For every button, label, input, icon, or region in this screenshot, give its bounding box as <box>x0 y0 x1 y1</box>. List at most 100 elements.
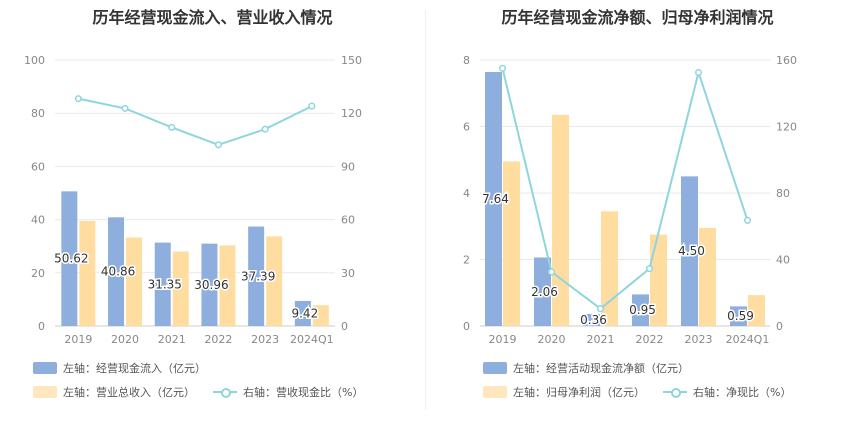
x-tick-label: 2022 <box>636 333 664 346</box>
legend-label: 左轴：经营活动现金流净额（亿元） <box>513 362 689 375</box>
ratio-point <box>498 64 507 72</box>
ratio-point <box>645 265 654 273</box>
ratio-point <box>121 104 129 112</box>
ratio-point <box>214 141 222 149</box>
ratio-point <box>743 216 752 224</box>
ratio-line <box>501 68 749 310</box>
right-tick-label: 160 <box>776 54 797 67</box>
legend-row-2: 左轴：归母净利润（亿元） 右轴：净现比（%） <box>483 384 809 400</box>
legend-label: 左轴：营业总收入（亿元） <box>63 386 195 399</box>
bar-data-label: 37.39 <box>241 269 275 283</box>
legend-row-2: 左轴：营业总收入（亿元） 右轴：营收现金比（%） <box>33 384 381 400</box>
legend-item-cash-ratio[interactable]: 右轴：营收现金比（%） <box>213 384 363 400</box>
bar-primary <box>534 257 551 326</box>
chart-panel-net-cash: 历年经营现金流净额、归母净利润情况 0 2 4 6 8 0 40 80 120 160 7.64 2.… <box>425 0 850 437</box>
legend-item-cash-inflow[interactable]: 左轴：经营现金流入（亿元） <box>33 360 206 376</box>
chart-title: 历年经营现金流入、营业收入情况 <box>92 8 333 27</box>
bar-secondary <box>219 245 236 326</box>
bar-data-label: 4.50 <box>678 244 705 258</box>
bar-primary <box>583 314 600 326</box>
legend-label: 左轴：归母净利润（亿元） <box>513 386 645 399</box>
bar-primary <box>248 226 265 326</box>
bar-primary <box>154 242 171 326</box>
bar-data-label: 0.59 <box>727 309 754 323</box>
legend-swatch <box>33 386 57 398</box>
x-tick-label: 2020 <box>111 333 139 346</box>
legend-swatch <box>33 362 57 374</box>
bar-secondary <box>699 227 716 326</box>
x-tick-label: 2024Q1 <box>290 333 334 346</box>
x-tick-label: 2019 <box>64 333 92 346</box>
net-cash-chart: 02468040801201607.642.060.360.954.500.59… <box>463 54 797 346</box>
bar-data-label: 40.86 <box>101 265 135 279</box>
bar-data-label: 9.42 <box>291 306 318 320</box>
ratio-point <box>694 68 703 77</box>
bar-secondary <box>650 234 667 326</box>
x-tick-label: 2024Q1 <box>726 333 770 346</box>
bar-data-label: 50.62 <box>54 252 88 266</box>
x-tick-label: 2021 <box>158 333 186 346</box>
x-tick-label: 2021 <box>587 333 615 346</box>
bar-data-label: 30.96 <box>194 278 228 292</box>
cash-inflow-chart: 0 20 40 60 80 100 0 30 60 90 120 150 50.62 40.86 31.35… <box>24 54 362 346</box>
x-tick-label: 2023 <box>251 333 279 346</box>
bar-primary <box>201 243 218 326</box>
legend-label: 右轴：营收现金比（%） <box>243 386 364 399</box>
right-tick-label: 30 <box>341 267 355 280</box>
x-tick-label: 2023 <box>685 333 713 346</box>
legend-item-net-cash[interactable]: 左轴：经营活动现金流净额（亿元） <box>483 360 689 376</box>
bar-data-label: 2.06 <box>531 285 558 299</box>
bar-secondary <box>312 305 329 326</box>
left-tick-label: 40 <box>31 214 45 227</box>
x-tick-label: 2022 <box>204 333 232 346</box>
left-tick-label: 100 <box>24 54 45 67</box>
legend-item-revenue[interactable]: 左轴：营业总收入（亿元） <box>33 384 195 400</box>
legend-item-net-cash-ratio[interactable]: 右轴：净现比（%） <box>663 384 791 400</box>
legend-line-icon <box>213 386 237 398</box>
legend-label: 左轴：经营现金流入（亿元） <box>63 362 206 375</box>
right-tick-label: 120 <box>341 107 362 120</box>
ratio-point <box>547 268 556 276</box>
right-tick-label: 120 <box>776 121 797 134</box>
legend-row-1: 左轴：经营现金流入（亿元） <box>33 360 224 376</box>
left-tick-label: 60 <box>31 160 45 173</box>
ratio-point <box>596 305 605 313</box>
left-tick-label: 4 <box>463 187 470 200</box>
ratio-point <box>261 125 269 133</box>
right-tick-label: 90 <box>341 160 355 173</box>
legend-row-1: 左轴：经营活动现金流净额（亿元） <box>483 360 707 376</box>
x-tick-label: 2020 <box>538 333 566 346</box>
right-tick-label: 0 <box>776 320 783 333</box>
bar-data-label: 31.35 <box>148 277 182 291</box>
legend-item-net-profit[interactable]: 左轴：归母净利润（亿元） <box>483 384 645 400</box>
bar-primary <box>294 300 311 326</box>
x-tick-label: 2019 <box>489 333 517 346</box>
left-tick-label: 6 <box>463 121 470 134</box>
legend-label: 右轴：净现比（%） <box>693 386 792 399</box>
legend-swatch <box>483 386 507 398</box>
right-tick-label: 0 <box>341 320 348 333</box>
panel-divider <box>425 10 426 410</box>
bar-secondary <box>552 114 569 326</box>
left-tick-label: 80 <box>31 107 45 120</box>
left-tick-label: 20 <box>31 267 45 280</box>
bar-primary <box>485 71 502 326</box>
ratio-point <box>74 95 82 103</box>
chart-title: 历年经营现金流净额、归母净利润情况 <box>501 8 774 27</box>
bar-secondary <box>79 220 96 326</box>
bar-secondary <box>126 237 143 326</box>
chart-panel-cash-inflow: 历年经营现金流入、营业收入情况 0 20 40 60 80 100 0 30 60 90 120 15… <box>24 8 381 400</box>
bar-primary <box>632 294 649 326</box>
legend-line-icon <box>663 386 687 398</box>
legend-swatch <box>483 362 507 374</box>
ratio-point <box>168 123 176 131</box>
bar-primary <box>61 191 78 326</box>
bar-secondary <box>503 161 520 326</box>
bar-data-label: 0.95 <box>629 303 656 317</box>
bar-primary <box>730 306 747 326</box>
bar-secondary <box>172 251 189 326</box>
bar-primary <box>681 176 698 326</box>
bar-data-label: 0.36 <box>580 313 607 327</box>
right-tick-label: 60 <box>341 214 355 227</box>
bar-secondary <box>748 295 765 326</box>
